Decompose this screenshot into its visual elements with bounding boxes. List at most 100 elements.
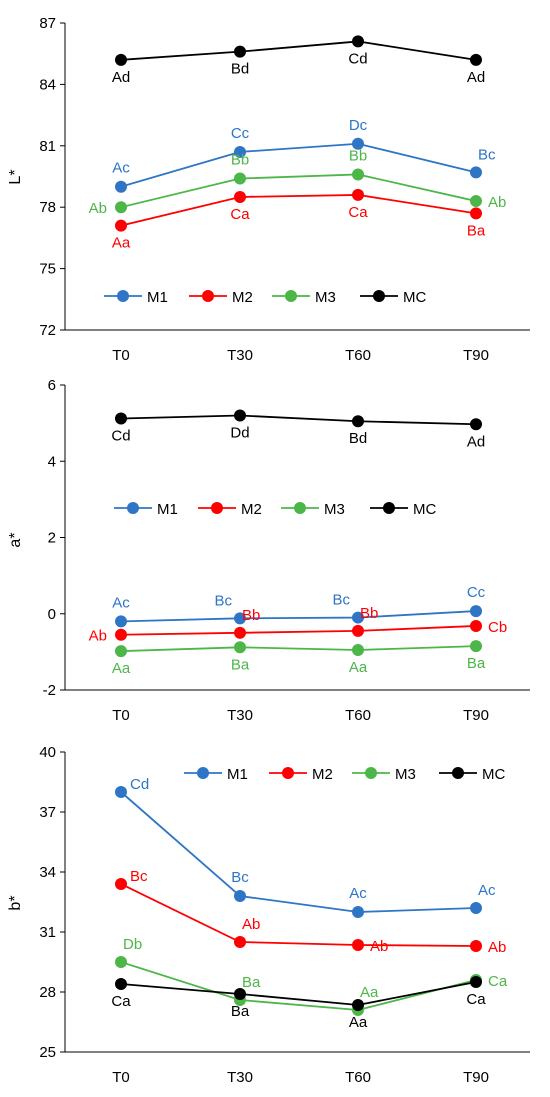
legend-label-M1: M1 [157,501,178,518]
data-point [234,190,246,203]
data-point [234,409,246,422]
data-label: Cc [467,584,486,601]
legend-label-M2: M2 [241,501,262,518]
x-tick-label: T30 [227,347,253,364]
data-point [115,219,127,232]
series-MC: Ad Bd Cd Ad [112,35,485,86]
data-label: Ab [488,939,506,956]
legend-marker-M1 [127,502,139,514]
data-label: Cd [111,428,130,445]
series-line-MC [120,981,477,1006]
data-point [115,615,127,628]
series-line-M2 [120,625,477,636]
data-label: Ba [231,1003,250,1020]
legend: M1 M2 M3 MC [104,289,426,306]
data-label: Ca [111,993,131,1010]
data-label: Ad [467,69,485,86]
y-axis-label: a* [7,532,24,547]
y-tick-label: 0 [48,606,56,623]
legend-marker-M3 [365,767,377,779]
x-tick-label: T0 [112,1069,130,1086]
data-point [234,626,246,639]
data-label: Ad [112,69,130,86]
data-point [234,45,246,58]
chart-panel-L-star: 72 75 78 81 84 87 T0 T30 T60 T90 L* Ac Cc Dc Bc Aa Ca Ca B… [7,15,530,364]
legend-marker-MC [373,290,385,302]
data-label: Ca [230,206,250,223]
series-line-M2 [120,194,477,227]
data-label: Aa [112,660,131,677]
legend-label-M3: M3 [315,289,336,306]
data-point [234,641,246,654]
legend: M1 M2 M3 MC [114,501,436,518]
data-label: Bc [214,592,232,609]
data-label: Cd [130,776,149,793]
legend-label-M3: M3 [324,501,345,518]
y-tick-label: 31 [39,924,56,941]
series-M3: Db Ba Aa Ca [115,936,508,1016]
data-label: Bd [349,430,367,447]
data-point [115,645,127,658]
data-point [352,415,364,428]
legend-label-M3: M3 [395,766,416,783]
data-label: Ca [348,204,368,221]
x-tick-label: T0 [112,347,130,364]
data-point [470,418,482,431]
y-tick-label: 28 [39,984,56,1001]
y-tick-label: 40 [39,744,56,761]
data-point [234,988,246,1000]
data-label: Bc [231,869,249,886]
data-label: Bc [332,592,350,609]
data-label: Ab [89,628,107,645]
series-line-MC [120,414,477,426]
data-label: Aa [360,984,379,1001]
legend-marker-M1 [117,290,129,302]
data-point [115,412,127,425]
y-tick-label: 2 [48,530,56,547]
y-tick-label: 4 [48,453,56,470]
series-line-M3 [120,645,477,653]
x-tick-label: T90 [463,707,489,724]
data-point [470,166,482,179]
data-label: Ca [466,991,486,1008]
data-label: Cb [488,619,507,636]
legend-label-M1: M1 [227,766,248,783]
x-tick-label: T60 [345,1069,371,1086]
legend-label-MC: MC [413,501,436,518]
series-MC: Ca Ba Aa Ca [111,976,486,1031]
data-point [115,978,127,990]
data-label: Ab [89,200,107,217]
x-tick-label: T30 [227,707,253,724]
data-point [470,619,482,632]
y-tick-label: 37 [39,804,56,821]
data-point [470,53,482,66]
y-tick-label: 72 [39,322,56,339]
data-point [470,207,482,220]
series-line-M3 [120,961,477,1011]
data-label: Ba [242,974,261,991]
legend: M1 M2 M3 MC [184,766,505,783]
data-label: Bd [231,61,249,78]
legend-marker-M2 [202,290,214,302]
data-point [115,786,127,798]
data-point [234,612,246,625]
x-tick-label: T90 [463,347,489,364]
data-point [234,145,246,158]
data-point [234,890,246,902]
data-point [115,53,127,66]
data-point [234,936,246,948]
x-tick-label: T30 [227,1069,253,1086]
data-point [470,640,482,653]
data-label: Ab [370,938,388,955]
data-label: Ac [349,885,367,902]
y-tick-label: 34 [39,864,56,881]
x-tick-label: T0 [112,707,130,724]
data-label: Ba [231,656,250,673]
data-label: Ba [467,222,486,239]
data-point [115,956,127,968]
data-label: Ab [242,916,260,933]
series-line-M3 [120,173,477,209]
data-point [352,906,364,918]
data-point [234,172,246,185]
